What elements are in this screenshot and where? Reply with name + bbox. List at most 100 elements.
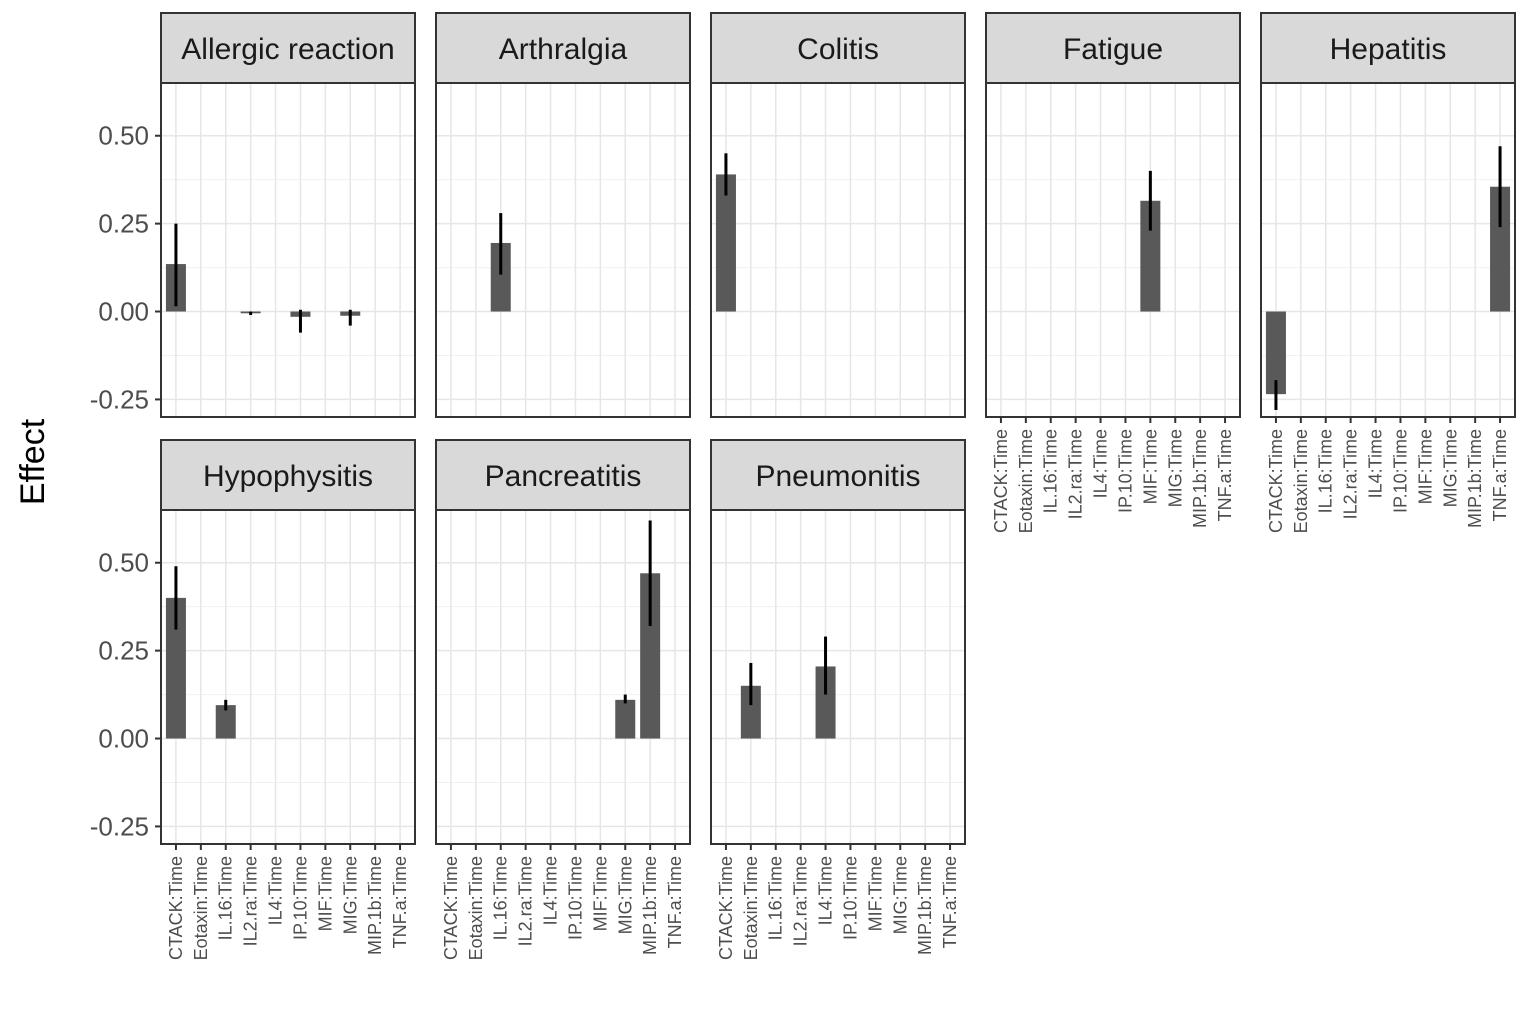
panel-background [711,510,965,844]
x-tick-label: IL.16:Time [1041,429,1061,513]
x-tick-label: IP.10:Time [1390,429,1410,513]
y-axis-label: Effect [14,418,52,505]
x-tick-label: IL2.ra:Time [241,856,261,946]
bar [615,699,636,739]
bar [1265,311,1286,395]
facet-strip [1260,12,1516,84]
x-tick-label: MIF:Time [865,856,885,931]
x-tick-label: CTACK:Time [991,429,1011,533]
y-tick-label: 0.50 [98,548,149,578]
facet-strip-label: Pneumonitis [755,460,920,493]
x-tick-label: MIP.1b:Time [1465,429,1485,528]
panel-background [1261,83,1515,417]
facet-strip-label: Hypophysitis [203,460,373,493]
facet-strip-label: Allergic reaction [181,33,394,66]
x-tick-label: IL.16:Time [216,856,236,940]
x-tick-label: IP.10:Time [1115,429,1135,513]
facet-panel: Hepatitis CTACK:Time Eotaxin:Time IL.16:Tim… [1260,12,1516,533]
panel-background [436,83,690,417]
facet-strip [435,12,691,84]
x-tick-label: IL4:Time [541,856,561,925]
y-tick-label: 0.00 [98,724,149,754]
x-tick-label: IL2.ra:Time [1341,429,1361,519]
x-tick-label: IP.10:Time [290,856,310,940]
x-tick-label: TNF.a:Time [390,856,410,948]
facet-strip [710,12,966,84]
facet-panels: Allergic reaction -0.25 0.00 0.25 0.50 Arthra… [90,12,1516,960]
x-tick-label: IP.10:Time [840,856,860,940]
x-tick-label: IL4:Time [816,856,836,925]
bar [215,705,236,739]
x-tick-label: IL4:Time [1366,429,1386,498]
x-tick-label: MIG:Time [890,856,910,934]
panel-background [986,83,1240,417]
facet-panel: Hypophysitis -0.25 0.00 0.25 0.50 CTACK:Time E… [90,439,416,960]
facet-strip-label: Fatigue [1063,33,1163,66]
x-tick-label: Eotaxin:Time [741,856,761,960]
bar [740,685,761,739]
x-tick-label: TNF.a:Time [1215,429,1235,521]
x-tick-label: IL4:Time [266,856,286,925]
facet-strip-label: Colitis [797,33,879,66]
x-tick-label: IL2.ra:Time [791,856,811,946]
x-tick-label: TNF.a:Time [665,856,685,948]
facet-strip [160,12,416,84]
x-tick-label: IL4:Time [1091,429,1111,498]
y-tick-label: 0.50 [98,121,149,151]
x-tick-label: IL.16:Time [1316,429,1336,513]
facet-strip [160,439,416,511]
x-tick-label: MIG:Time [615,856,635,934]
facet-panel: Pancreatitis CTACK:Time Eotaxin:Time IL.16:… [435,439,691,960]
facet-panel: Arthralgia [435,12,691,418]
x-tick-label: IL2.ra:Time [516,856,536,946]
x-tick-label: MIG:Time [1165,429,1185,507]
facet-strip [435,439,691,511]
facet-strip [985,12,1241,84]
x-tick-label: MIF:Time [590,856,610,931]
y-tick-label: 0.00 [98,297,149,327]
x-tick-label: TNF.a:Time [1490,429,1510,521]
bar [490,242,511,312]
y-tick-label: -0.25 [90,811,149,841]
bar [715,174,736,312]
x-tick-label: MIP.1b:Time [915,856,935,955]
x-tick-label: MIP.1b:Time [640,856,660,955]
x-tick-label: CTACK:Time [166,856,186,960]
y-tick-label: 0.25 [98,636,149,666]
y-tick-label: -0.25 [90,384,149,414]
bar [815,666,836,739]
facet-panel: Allergic reaction -0.25 0.00 0.25 0.50 [90,12,416,418]
panel-background [161,510,415,844]
y-tick-label: 0.25 [98,209,149,239]
bar [1490,186,1511,312]
facet-panel: Colitis [710,12,966,418]
x-tick-label: CTACK:Time [716,856,736,960]
x-tick-label: MIP.1b:Time [1190,429,1210,528]
x-tick-label: MIG:Time [1440,429,1460,507]
facet-panel: Pneumonitis CTACK:Time Eotaxin:Time IL.16:T… [710,439,966,960]
x-tick-label: MIF:Time [315,856,335,931]
x-tick-label: MIF:Time [1140,429,1160,504]
x-tick-label: Eotaxin:Time [1016,429,1036,533]
panel-background [711,83,965,417]
facet-strip-label: Hepatitis [1330,33,1447,66]
x-tick-label: IL2.ra:Time [1066,429,1086,519]
facet-strip-label: Pancreatitis [485,460,642,493]
x-tick-label: IL.16:Time [491,856,511,940]
x-tick-label: MIG:Time [340,856,360,934]
x-tick-label: IL.16:Time [766,856,786,940]
bar [640,573,661,739]
x-tick-label: MIP.1b:Time [365,856,385,955]
bar [165,597,186,739]
x-tick-label: CTACK:Time [441,856,461,960]
x-tick-label: Eotaxin:Time [191,856,211,960]
panel-background [161,83,415,417]
x-tick-label: Eotaxin:Time [466,856,486,960]
bar [1140,200,1161,312]
facet-strip [710,439,966,511]
facet-strip-label: Arthralgia [499,33,628,66]
x-tick-label: IP.10:Time [565,856,585,940]
x-tick-label: TNF.a:Time [940,856,960,948]
